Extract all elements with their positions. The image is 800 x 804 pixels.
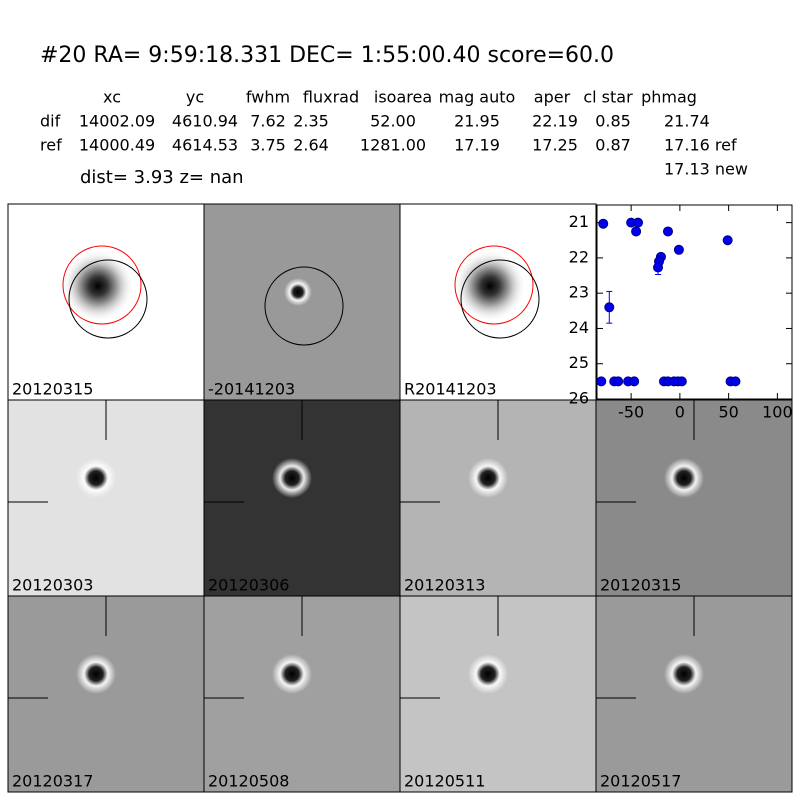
panel-label: R20141203 bbox=[404, 380, 497, 399]
star bbox=[272, 458, 312, 498]
panel-label: 20120303 bbox=[12, 576, 93, 595]
point bbox=[629, 376, 640, 387]
column-header: aper bbox=[534, 88, 571, 107]
point bbox=[613, 376, 624, 387]
table-cell: dif bbox=[40, 112, 61, 131]
star bbox=[76, 458, 116, 498]
table-cell: 4614.53 bbox=[172, 136, 238, 155]
panel-label: 20120306 bbox=[208, 576, 289, 595]
column-header: isoarea bbox=[374, 88, 432, 107]
table-cell: 0.87 bbox=[595, 136, 631, 155]
table-cell: 2.35 bbox=[293, 112, 329, 131]
star bbox=[468, 458, 508, 498]
star bbox=[664, 458, 704, 498]
table-cell: 17.19 bbox=[454, 136, 500, 155]
panel-label: 20120317 bbox=[12, 772, 93, 791]
det-circle bbox=[460, 259, 540, 339]
y-tick-label: 26 bbox=[569, 389, 589, 408]
x-tick-label: 50 bbox=[718, 403, 738, 422]
panel-label: 20120517 bbox=[600, 772, 681, 791]
table-cell: 14000.49 bbox=[79, 136, 155, 155]
panel-label: 20120511 bbox=[404, 772, 485, 791]
table-cell: 14002.09 bbox=[79, 112, 155, 131]
column-header: cl star bbox=[583, 88, 633, 107]
title: #20 RA= 9:59:18.331 DEC= 1:55:00.40 scor… bbox=[40, 43, 614, 68]
panel-label: 20120313 bbox=[404, 576, 485, 595]
point bbox=[673, 244, 684, 255]
point bbox=[598, 218, 609, 229]
det-circle bbox=[264, 266, 344, 346]
dist-line: dist= 3.93 z= nan bbox=[80, 167, 244, 188]
y-tick-label: 23 bbox=[569, 283, 589, 302]
table-cell: 17.25 bbox=[532, 136, 578, 155]
point bbox=[730, 376, 741, 387]
point bbox=[604, 302, 615, 313]
table-cell: 52.00 bbox=[370, 112, 416, 131]
table-cell: 2.64 bbox=[293, 136, 329, 155]
table-cell: 22.19 bbox=[532, 112, 578, 131]
residual bbox=[284, 278, 312, 306]
table-cell: 4610.94 bbox=[172, 112, 238, 131]
point bbox=[631, 226, 642, 237]
column-header: fluxrad bbox=[303, 88, 359, 107]
point bbox=[653, 262, 664, 273]
table-cell: 1281.00 bbox=[360, 136, 426, 155]
table-cell: 21.95 bbox=[454, 112, 500, 131]
x-tick-label: 100 bbox=[762, 403, 793, 422]
table-cell: 17.16 ref bbox=[664, 136, 737, 155]
star bbox=[468, 654, 508, 694]
column-header: phmag bbox=[641, 88, 697, 107]
table-cell: ref bbox=[40, 136, 62, 155]
column-header: mag auto bbox=[439, 88, 516, 107]
x-tick-label: -50 bbox=[618, 403, 644, 422]
extra-mag: 17.13 new bbox=[664, 160, 748, 179]
table-cell: 3.75 bbox=[250, 136, 286, 155]
point bbox=[633, 217, 644, 228]
star bbox=[272, 654, 312, 694]
point bbox=[722, 235, 733, 246]
point bbox=[596, 376, 607, 387]
ref-circle bbox=[62, 245, 142, 325]
y-tick-label: 25 bbox=[569, 353, 589, 372]
table-cell: 7.62 bbox=[250, 112, 286, 131]
table-cell: 21.74 bbox=[664, 112, 710, 131]
star bbox=[664, 654, 704, 694]
star bbox=[454, 250, 526, 322]
y-tick-label: 24 bbox=[569, 318, 589, 337]
panel-label: 20120315 bbox=[12, 380, 93, 399]
x-tick-label: 0 bbox=[675, 403, 685, 422]
column-header: fwhm bbox=[246, 88, 290, 107]
y-tick-label: 21 bbox=[569, 212, 589, 231]
point bbox=[676, 376, 687, 387]
ref-circle bbox=[454, 245, 534, 325]
panel-label: 20120508 bbox=[208, 772, 289, 791]
star bbox=[62, 250, 134, 322]
star bbox=[76, 654, 116, 694]
column-header: yc bbox=[186, 88, 204, 107]
table-cell: 0.85 bbox=[595, 112, 631, 131]
det-circle bbox=[68, 259, 148, 339]
y-tick-label: 22 bbox=[569, 247, 589, 266]
point bbox=[662, 226, 673, 237]
plot-area bbox=[596, 204, 793, 400]
panel-label: 20120315 bbox=[600, 576, 681, 595]
panel-label: -20141203 bbox=[208, 380, 295, 399]
column-header: xc bbox=[103, 88, 121, 107]
